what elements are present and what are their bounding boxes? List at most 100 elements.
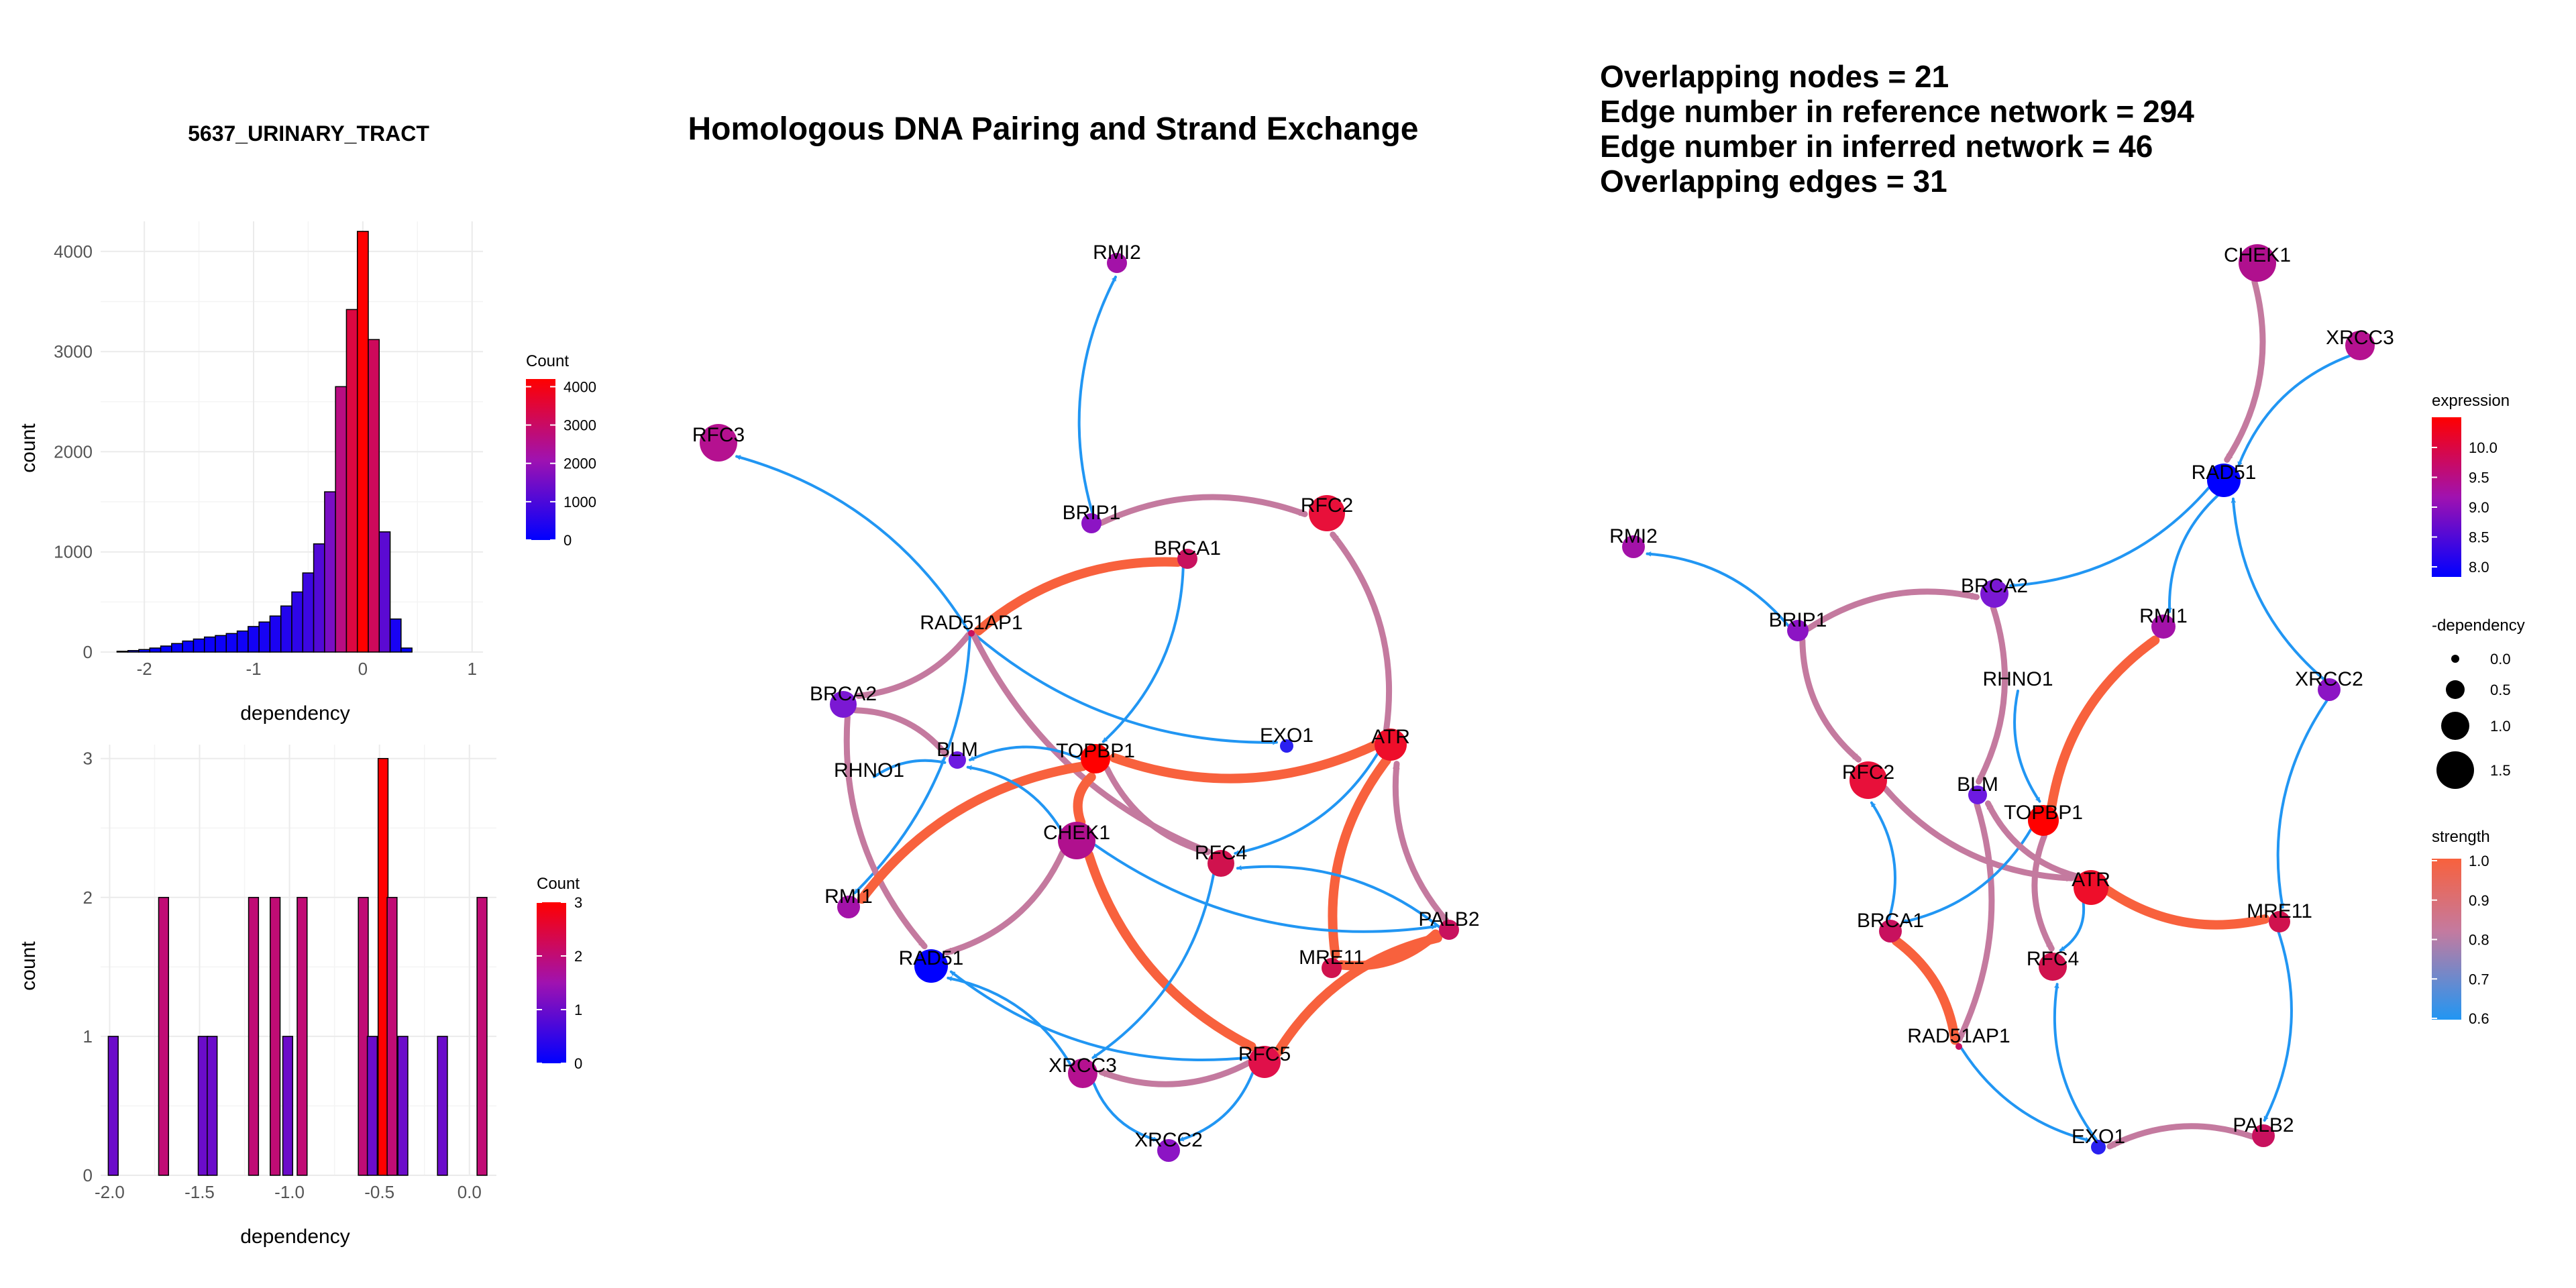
hist-bottom-xlabel: dependency [240, 1226, 350, 1248]
hist-top-legend-title: Count [526, 352, 569, 370]
edge-palb2-rfc4 [1236, 865, 1441, 928]
reference-network-labels: RMI2 RFC3 BRIP1 RFC2 BRCA1 RAD51AP1 BRCA2 BLM TO… [692, 241, 1480, 1151]
histogram-bar [335, 386, 347, 653]
histogram-bar [345, 309, 358, 653]
histogram-bar [225, 633, 238, 653]
x-tick-label: -2 [137, 659, 152, 679]
node-rad51ap1 [968, 630, 975, 637]
reference-network-title: Homologous DNA Pairing and Strand Exchan… [688, 111, 1419, 147]
dependency-legend-items: 0.0 0.5 1.0 1.5 [2436, 651, 2511, 789]
node-rfc5 [1248, 1046, 1281, 1078]
node-label-xrcc3: XRCC3 [2326, 327, 2394, 349]
x-tick-label: -1 [246, 659, 261, 679]
node-topbp1 [1081, 744, 1110, 773]
node-label-exo1: EXO1 [2072, 1126, 2125, 1148]
edge-rhno1-topbp1 [2013, 690, 2041, 803]
histogram-bar [282, 1036, 294, 1176]
legend-tick-label: 0.8 [2469, 932, 2489, 949]
histogram-bar [215, 635, 227, 653]
node-label-rhno1: RHNO1 [834, 759, 904, 782]
edge-brca1-rad51ap1 [1891, 936, 1960, 1045]
node-label-chek1: CHEK1 [2224, 244, 2291, 266]
node-atr [1375, 729, 1407, 761]
legend-tick-label: 1000 [564, 494, 596, 511]
edge-rad51ap1-rfc3 [735, 455, 971, 633]
node-rfc2 [1849, 761, 1887, 799]
dependency-legend-label: 1.0 [2490, 718, 2511, 735]
histogram-bar [400, 647, 413, 653]
edge-mre11-palb2 [2263, 930, 2293, 1122]
node-label-mre11: MRE11 [2247, 900, 2312, 922]
node-label-atr: ATR [2072, 869, 2110, 891]
histogram-bar [368, 339, 380, 653]
hist-bottom-legend-ticks: 0 1 2 3 [537, 894, 582, 1072]
node-xrcc3 [1068, 1059, 1097, 1088]
node-exo1 [2091, 1140, 2106, 1155]
edge-atr-topbp1 [1109, 741, 1380, 784]
legend-tick-label: 4000 [564, 378, 596, 395]
y-tick-label: 0 [83, 1165, 93, 1185]
node-rad51 [914, 949, 948, 983]
stat-overlapping-edges: Overlapping edges = 31 [1600, 164, 1947, 199]
histogram-bar [389, 618, 402, 653]
legend-tick-label: 0 [574, 1055, 582, 1072]
edge-rad51-brca2 [2009, 486, 2210, 588]
histogram-bar [158, 897, 169, 1176]
node-label-blm: BLM [936, 739, 978, 761]
edge-brip1-rmi2 [1646, 551, 1790, 627]
node-label-xrcc2: XRCC2 [2295, 668, 2363, 690]
node-blm [1968, 786, 1987, 804]
histogram-bar [377, 757, 389, 1176]
edge-chek1-palb2 [1093, 843, 1437, 933]
node-label-rfc4: RFC4 [2027, 948, 2079, 970]
edge-blm-rad51ap1 [1956, 801, 1995, 1042]
hist-bottom-bars [107, 757, 488, 1176]
inferred-network-labels: CHEK1 XRCC3 RAD51 RMI2 BRCA2 RMI1 BRIP1 XRCC2 RH… [1609, 244, 2394, 1148]
node-label-exo1: EXO1 [1260, 724, 1313, 747]
legend-tick-label: 2000 [564, 455, 596, 472]
histogram-bar [313, 543, 325, 653]
histogram-bar [138, 649, 151, 653]
x-tick-label: -0.5 [364, 1182, 394, 1202]
legend-tick-label: 8.5 [2469, 529, 2489, 546]
histogram-bar [269, 615, 282, 653]
x-tick-label: 1 [467, 659, 476, 679]
expression-legend-ticks: 10.0 9.5 9.0 8.5 8.0 [2432, 439, 2498, 576]
histogram-bar [397, 1036, 409, 1176]
hist-bottom-ylabel: count [17, 941, 40, 991]
hist-top-legend: Count 0 1000 2000 3000 4000 [526, 352, 596, 549]
edge-rhno1-blm [873, 759, 947, 778]
network-stats: Overlapping nodes = 21 Edge number in re… [1600, 59, 2194, 199]
node-label-topbp1: TOPBP1 [1056, 740, 1135, 762]
hist-bottom-legend-title: Count [537, 875, 580, 893]
dependency-legend-label: 1.5 [2490, 762, 2511, 779]
legend-tick-label: 8.0 [2469, 559, 2489, 576]
node-label-brip1: BRIP1 [1063, 502, 1121, 524]
node-label-rad51ap1: RAD51AP1 [1907, 1025, 2010, 1047]
histogram-bar [171, 643, 183, 653]
histogram-bar [236, 630, 249, 653]
edge-xrcc3-rad51 [947, 976, 1073, 1067]
histogram-bar [358, 897, 369, 1176]
edge-rad51ap1-exo1 [973, 633, 1278, 745]
hist-bottom-legend-bar [537, 902, 566, 1063]
inferred-network-edges [1646, 278, 2351, 1150]
hist-top-panel: 5637_URINARY_TRACT -2 -1 0 1 0 1000 2000 3000 40… [17, 121, 596, 724]
edge-rad51ap1-rmi1 [853, 635, 971, 895]
edge-topbp1-blm [969, 745, 1082, 761]
histogram-bar [386, 897, 398, 1176]
node-label-xrcc3: XRCC3 [1049, 1055, 1117, 1077]
edge-brca1-topbp1 [1102, 566, 1185, 743]
histogram-bar [437, 1036, 448, 1176]
hist-top-title: 5637_URINARY_TRACT [188, 121, 429, 146]
edge-topbp1-rfc4 [1104, 765, 1211, 855]
edge-atr-rfc4 [2059, 902, 2086, 952]
edge-chek1-rad51 [2224, 278, 2266, 463]
node-label-mre11: MRE11 [1299, 947, 1364, 969]
node-brca2 [830, 691, 857, 718]
edge-atr-blm [1984, 800, 2081, 880]
node-exo1 [1280, 739, 1293, 753]
node-brca1 [1879, 920, 1902, 943]
histogram-bar [127, 650, 140, 653]
